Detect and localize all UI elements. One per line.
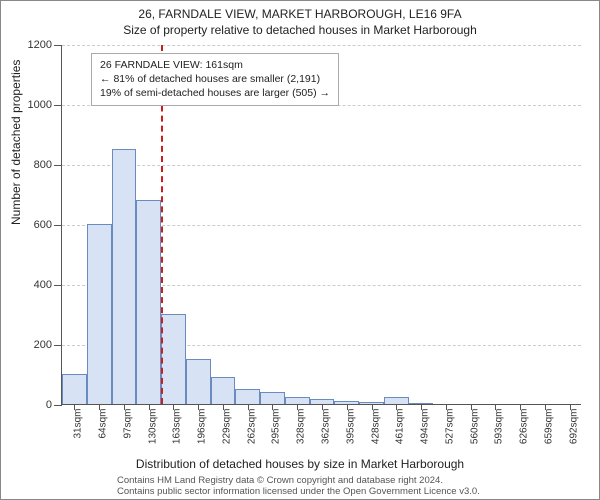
x-tick-label: 527sqm [444,409,455,445]
footnote-line1: Contains HM Land Registry data © Crown c… [117,475,443,486]
x-tick-label: 31sqm [73,409,84,439]
x-tick-label: 428sqm [370,409,381,445]
y-tick [54,105,62,106]
x-tick-label: 130sqm [147,409,158,445]
histogram-bar [235,389,260,404]
x-tick-label: 262sqm [246,409,257,445]
x-tick-label: 196sqm [197,409,208,445]
footnote-line2: Contains public sector information licen… [117,486,480,497]
x-tick-label: 64sqm [98,409,109,439]
histogram-bar [384,397,409,405]
histogram-bar [211,377,236,404]
y-tick [54,165,62,166]
marker-annotation: 26 FARNDALE VIEW: 161sqm ← 81% of detach… [91,53,339,106]
x-tick-label: 461sqm [395,409,406,445]
y-tick [54,285,62,286]
y-tick [54,345,62,346]
y-tick-label: 1000 [28,99,52,111]
grid-line [62,165,581,166]
x-tick-label: 229sqm [221,409,232,445]
x-tick-label: 560sqm [469,409,480,445]
y-tick-label: 0 [46,399,52,411]
y-tick-label: 1200 [28,39,52,51]
y-tick-label: 400 [34,279,52,291]
histogram-bar [87,224,112,404]
y-tick [54,225,62,226]
x-tick-label: 659sqm [543,409,554,445]
plot-area: 02004006008001000120031sqm64sqm97sqm130s… [61,45,581,405]
histogram-bar [161,314,186,404]
histogram-bar [136,200,161,404]
chart-title-line2: Size of property relative to detached ho… [1,23,599,37]
plot-inner: 02004006008001000120031sqm64sqm97sqm130s… [61,45,581,405]
x-tick-label: 328sqm [296,409,307,445]
x-tick-label: 163sqm [172,409,183,445]
x-tick-label: 97sqm [122,409,133,439]
x-tick-label: 626sqm [519,409,530,445]
x-tick-label: 295sqm [271,409,282,445]
x-tick-label: 395sqm [345,409,356,445]
annotation-line1: 26 FARNDALE VIEW: 161sqm [100,58,330,72]
histogram-bar [260,392,285,404]
y-tick [54,405,62,406]
grid-line [62,45,581,46]
x-tick-label: 593sqm [494,409,505,445]
histogram-bar [186,359,211,404]
histogram-bar [112,149,137,404]
y-tick-label: 200 [34,339,52,351]
annotation-line3: 19% of semi-detached houses are larger (… [100,86,330,100]
histogram-bar [285,397,310,405]
x-tick-label: 494sqm [420,409,431,445]
y-axis-title: Number of detached properties [9,60,23,225]
chart-title-line1: 26, FARNDALE VIEW, MARKET HARBOROUGH, LE… [1,7,599,21]
y-tick-label: 800 [34,159,52,171]
y-tick [54,45,62,46]
chart-container: 26, FARNDALE VIEW, MARKET HARBOROUGH, LE… [0,0,600,500]
histogram-bar [62,374,87,404]
x-axis-title: Distribution of detached houses by size … [1,457,599,471]
y-tick-label: 600 [34,219,52,231]
x-tick-label: 692sqm [568,409,579,445]
annotation-line2: ← 81% of detached houses are smaller (2,… [100,72,330,86]
x-tick-label: 362sqm [321,409,332,445]
